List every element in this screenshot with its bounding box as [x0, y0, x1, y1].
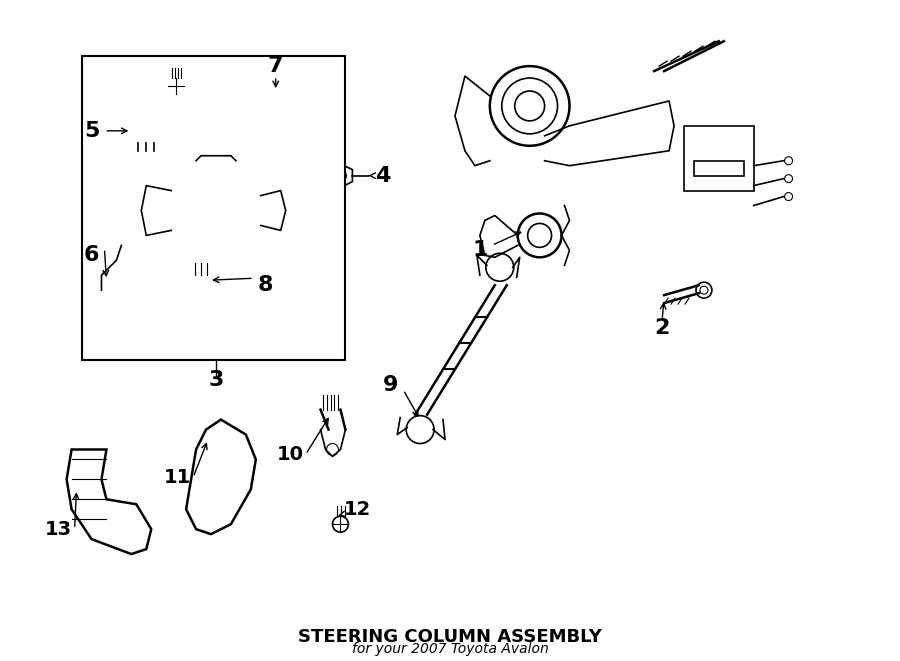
Bar — [106, 231, 136, 245]
Bar — [694, 161, 743, 176]
Text: 9: 9 — [382, 375, 398, 395]
Text: 2: 2 — [654, 318, 670, 338]
Bar — [92, 288, 112, 300]
Text: STEERING COLUMN ASSEMBLY: STEERING COLUMN ASSEMBLY — [298, 628, 602, 646]
Text: 4: 4 — [375, 166, 391, 186]
Text: 1: 1 — [472, 241, 488, 260]
Text: 10: 10 — [276, 445, 303, 464]
Text: for your 2007 Toyota Avalon: for your 2007 Toyota Avalon — [352, 642, 548, 656]
Text: 11: 11 — [164, 468, 191, 487]
Text: 3: 3 — [208, 369, 224, 390]
Text: 5: 5 — [84, 121, 99, 141]
Text: 8: 8 — [258, 275, 274, 295]
Text: 12: 12 — [344, 500, 371, 519]
Bar — [82, 56, 346, 360]
Text: 6: 6 — [84, 245, 99, 265]
Bar — [684, 126, 753, 190]
Text: 7: 7 — [268, 56, 284, 76]
Text: 13: 13 — [44, 520, 72, 539]
